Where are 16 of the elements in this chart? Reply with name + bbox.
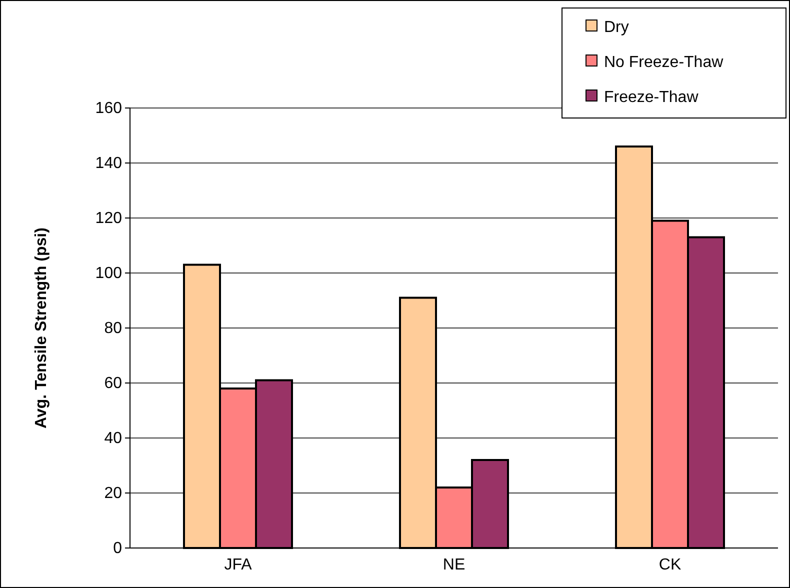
y-tick-label: 160 <box>95 100 122 118</box>
x-tick-label: JFA <box>224 556 252 574</box>
legend-label: No Freeze-Thaw <box>604 54 724 71</box>
x-tick-label: NE <box>442 556 466 574</box>
y-tick-label: 80 <box>104 320 122 338</box>
legend-label: Dry <box>604 19 629 36</box>
y-tick-label: 0 <box>113 540 122 558</box>
y-tick-label: 120 <box>95 210 122 228</box>
y-tick-label: 60 <box>104 375 122 392</box>
y-tick-label: 20 <box>104 485 122 502</box>
y-tick-label: 40 <box>104 430 122 448</box>
y-tick-label: 140 <box>95 155 122 172</box>
y-tick-label: 100 <box>95 265 122 282</box>
y-axis-title: Avg. Tensile Strength (psi) <box>33 228 50 428</box>
x-tick-label: CK <box>658 556 682 574</box>
legend-label: Freeze-Thaw <box>604 89 699 106</box>
